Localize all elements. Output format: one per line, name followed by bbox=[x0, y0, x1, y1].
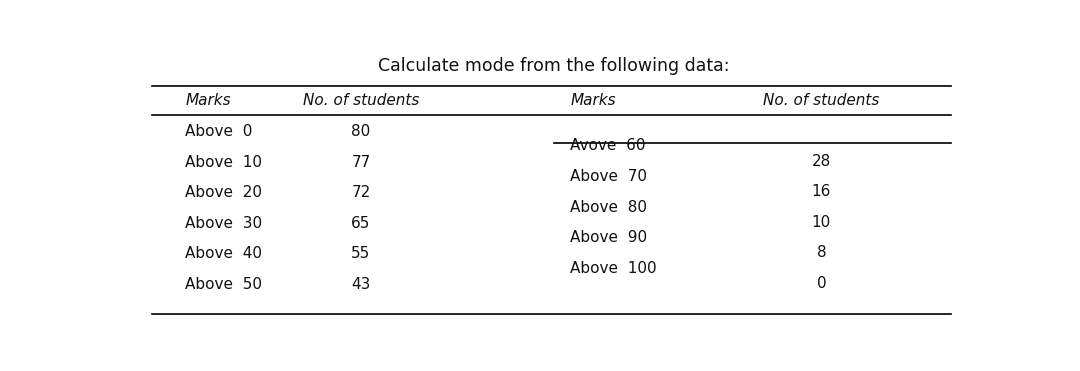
Text: 43: 43 bbox=[351, 277, 370, 292]
Text: Above  30: Above 30 bbox=[186, 216, 262, 231]
Text: 55: 55 bbox=[351, 246, 370, 262]
Text: 77: 77 bbox=[351, 155, 370, 170]
Text: 8: 8 bbox=[816, 245, 826, 260]
Text: Above  40: Above 40 bbox=[186, 246, 262, 262]
Text: 80: 80 bbox=[351, 124, 370, 139]
Text: 65: 65 bbox=[351, 216, 370, 231]
Text: No. of students: No. of students bbox=[302, 93, 419, 108]
Text: Calculate mode from the following data:: Calculate mode from the following data: bbox=[378, 58, 729, 75]
Text: Above  0: Above 0 bbox=[186, 124, 253, 139]
Text: Above  10: Above 10 bbox=[186, 155, 262, 170]
Text: Avove  60: Avove 60 bbox=[570, 138, 646, 154]
Text: 10: 10 bbox=[812, 215, 831, 230]
Text: 72: 72 bbox=[351, 185, 370, 200]
Text: Marks: Marks bbox=[570, 93, 616, 108]
Text: Above  100: Above 100 bbox=[570, 261, 657, 276]
Text: No. of students: No. of students bbox=[764, 93, 879, 108]
Text: 28: 28 bbox=[812, 154, 831, 168]
Text: Above  70: Above 70 bbox=[570, 169, 647, 184]
Text: 0: 0 bbox=[816, 276, 826, 291]
Text: Marks: Marks bbox=[186, 93, 231, 108]
Text: 16: 16 bbox=[812, 184, 831, 199]
Text: Above  20: Above 20 bbox=[186, 185, 262, 200]
Text: Above  50: Above 50 bbox=[186, 277, 262, 292]
Text: Above  80: Above 80 bbox=[570, 200, 647, 214]
Text: Above  90: Above 90 bbox=[570, 230, 647, 245]
